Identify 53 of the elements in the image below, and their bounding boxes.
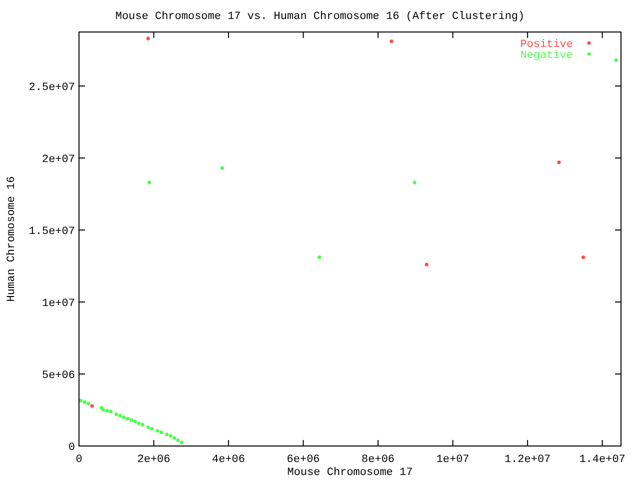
- x-axis-title: Mouse Chromosome 17: [287, 467, 413, 479]
- point: [150, 426, 154, 431]
- point: [220, 166, 224, 170]
- point: [133, 420, 137, 424]
- x-tick-label: 1.4e+07: [579, 454, 626, 466]
- x-tick-label: 1.2e+07: [504, 454, 551, 466]
- point: [79, 398, 83, 402]
- point: [180, 440, 184, 444]
- point: [101, 408, 106, 412]
- legend-label: Positive: [520, 38, 573, 51]
- point: [424, 262, 428, 266]
- y-tick-label: 0: [68, 442, 75, 454]
- x-tick-label: 0: [76, 454, 82, 466]
- y-tick-label: 2e+07: [42, 154, 75, 166]
- point: [130, 418, 134, 422]
- chart-title: Mouse Chromosome 17 vs. Human Chromosome 16 (After Clustering): [115, 11, 525, 23]
- point: [90, 404, 94, 408]
- point: [108, 410, 113, 414]
- point: [146, 425, 150, 430]
- point: [118, 414, 122, 418]
- point: [176, 438, 180, 442]
- point: [137, 421, 141, 426]
- point: [105, 408, 109, 413]
- point: [122, 415, 126, 419]
- point: [581, 256, 586, 260]
- point: [146, 36, 150, 40]
- y-tick-label: 1.5e+07: [28, 226, 75, 238]
- point: [412, 180, 416, 184]
- point: [168, 434, 172, 438]
- point: [147, 180, 152, 184]
- x-tick-label: 4e+06: [212, 454, 246, 466]
- point: [114, 412, 118, 416]
- point: [140, 422, 144, 426]
- point: [165, 432, 169, 436]
- point: [318, 256, 322, 260]
- point: [557, 160, 561, 164]
- point: [82, 400, 86, 404]
- y-tick-label: 5e+06: [42, 370, 75, 382]
- point: [156, 429, 160, 433]
- x-tick-label: 6e+06: [286, 454, 320, 466]
- point: [126, 416, 130, 420]
- point: [159, 430, 164, 434]
- x-tick-label: 1e+07: [436, 454, 470, 466]
- x-tick-label: 2e+06: [137, 454, 170, 466]
- y-axis-title: Human Chromosome 16: [6, 176, 18, 302]
- point: [390, 40, 394, 44]
- point: [614, 58, 618, 62]
- point: [86, 402, 90, 406]
- y-tick-label: 2.5e+07: [28, 82, 75, 94]
- y-tick-label: 1e+07: [42, 298, 75, 310]
- point: [172, 436, 176, 440]
- legend-label: Negative: [520, 50, 573, 62]
- x-tick-label: 8e+06: [362, 454, 395, 466]
